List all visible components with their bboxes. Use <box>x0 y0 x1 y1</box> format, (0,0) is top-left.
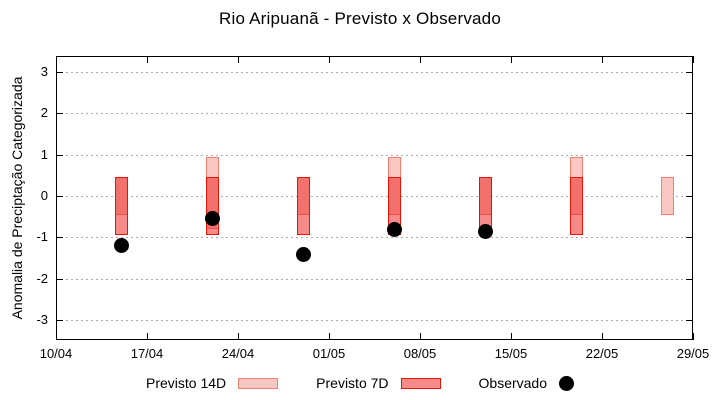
y-tick-label: -2 <box>36 270 48 286</box>
plot-border <box>56 56 693 340</box>
legend-swatch-7d <box>400 377 441 389</box>
x-tick-label: 29/05 <box>676 346 710 361</box>
y-tick-label: 1 <box>40 146 48 162</box>
x-tick-mark <box>238 333 239 340</box>
x-tick-label: 08/05 <box>403 346 437 361</box>
grid-line <box>56 320 693 322</box>
grid-line <box>56 71 693 73</box>
y-tick-mark <box>56 113 63 115</box>
y-tick-label: 2 <box>40 105 48 121</box>
forecast-14d-bar <box>660 177 674 215</box>
observed-dot <box>295 246 311 262</box>
x-tick-mark <box>693 56 694 63</box>
observed-dot <box>477 223 493 239</box>
y-tick-label: 3 <box>40 63 48 79</box>
x-tick-mark <box>147 56 148 63</box>
observed-dot <box>204 211 220 227</box>
x-tick-label: 01/05 <box>312 346 346 361</box>
x-tick-mark <box>147 333 148 340</box>
observed-dot <box>113 238 129 254</box>
x-tick-label: 15/05 <box>494 346 528 361</box>
grid-line <box>56 196 693 198</box>
x-tick-mark <box>511 56 512 63</box>
legend-label: Observado <box>478 375 547 391</box>
x-tick-mark <box>238 56 239 63</box>
x-tick-mark <box>420 56 421 63</box>
x-tick-mark <box>420 333 421 340</box>
y-tick-mark <box>686 237 693 239</box>
legend-dot-observado <box>559 375 574 391</box>
legend: Previsto 14D Previsto 7D Observado <box>0 372 720 394</box>
y-tick-mark <box>686 154 693 156</box>
grid-line <box>56 278 693 280</box>
y-tick-mark <box>686 320 693 322</box>
grid-line <box>56 113 693 115</box>
forecast-7d-bar <box>296 177 310 236</box>
y-tick-mark <box>686 196 693 198</box>
x-tick-mark <box>511 333 512 340</box>
y-tick-mark <box>56 278 63 280</box>
y-tick-label: -3 <box>36 312 48 328</box>
grid-line <box>56 154 693 156</box>
forecast-7d-bar <box>114 177 128 236</box>
forecast-7d-bar <box>569 177 583 236</box>
y-tick-label: -1 <box>36 229 48 245</box>
y-tick-mark <box>56 320 63 322</box>
legend-label: Previsto 7D <box>316 375 389 391</box>
y-tick-mark <box>56 71 63 73</box>
y-tick-label: 0 <box>40 188 48 204</box>
x-tick-label: 22/05 <box>585 346 619 361</box>
y-tick-mark <box>686 113 693 115</box>
grid-line <box>56 237 693 239</box>
chart-title: Rio Aripuanã - Previsto x Observado <box>219 9 501 28</box>
x-tick-mark <box>602 56 603 63</box>
legend-label: Previsto 14D <box>146 375 227 391</box>
y-tick-mark <box>56 196 63 198</box>
observed-dot <box>386 221 402 237</box>
legend-swatch-14d <box>238 377 279 389</box>
y-tick-mark <box>686 278 693 280</box>
x-tick-mark <box>329 333 330 340</box>
x-tick-label: 24/04 <box>221 346 255 361</box>
legend-item: Observado <box>479 375 574 391</box>
x-tick-mark <box>602 333 603 340</box>
x-tick-label: 10/04 <box>39 346 73 361</box>
legend-item: Previsto 14D <box>146 375 279 391</box>
x-tick-label: 17/04 <box>130 346 164 361</box>
y-tick-mark <box>56 154 63 156</box>
x-tick-mark <box>693 333 694 340</box>
legend-item: Previsto 7D <box>316 375 441 391</box>
y-tick-mark <box>56 237 63 239</box>
y-tick-mark <box>686 71 693 73</box>
x-tick-mark <box>329 56 330 63</box>
